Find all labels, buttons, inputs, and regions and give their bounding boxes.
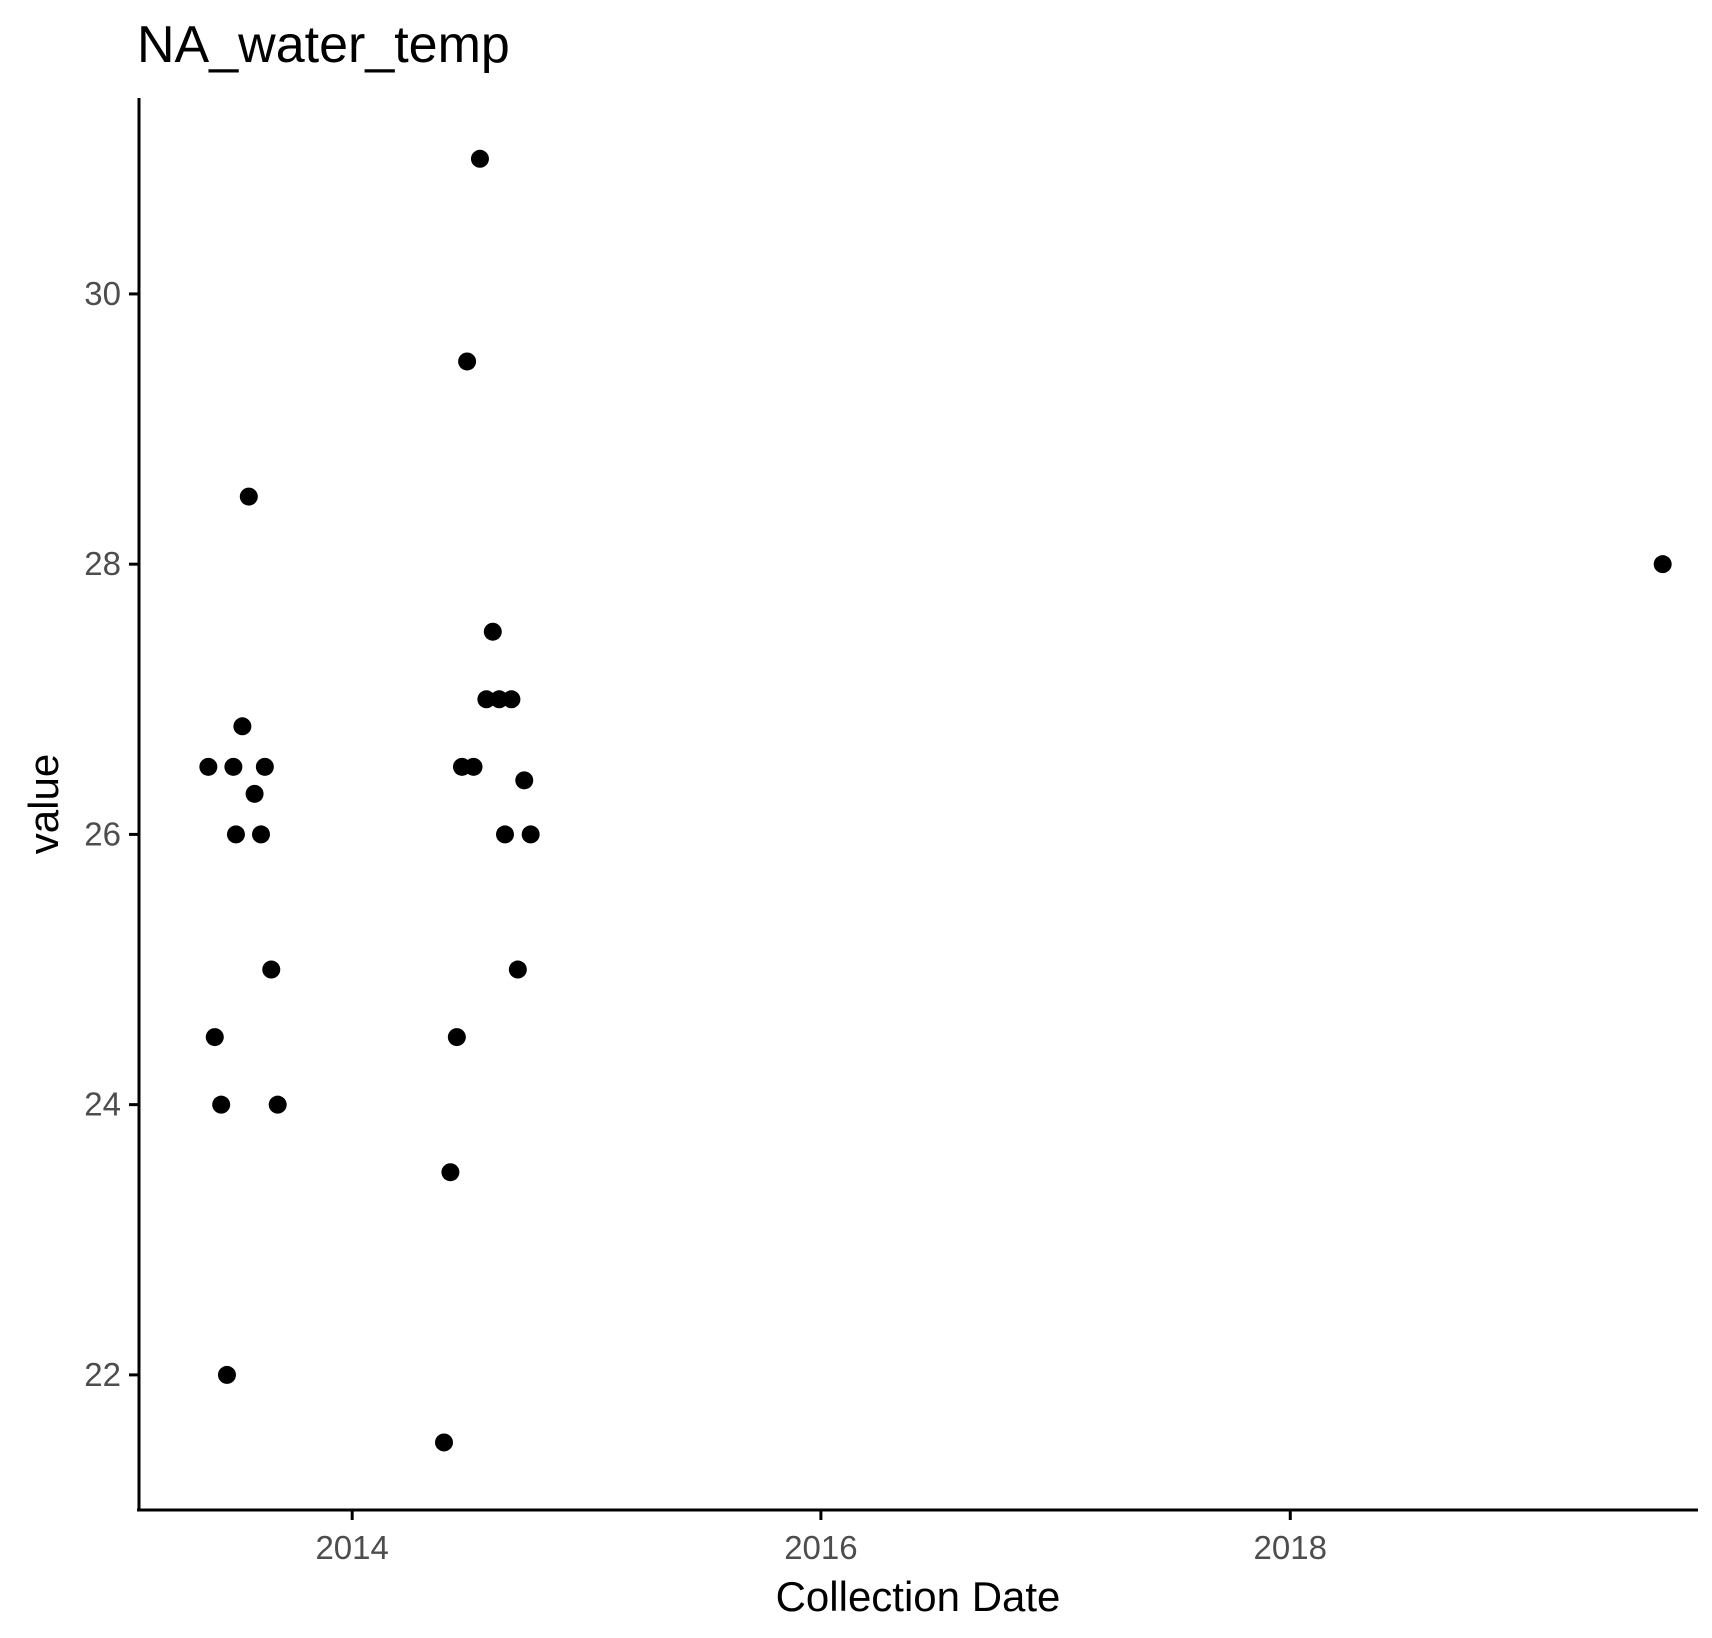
- x-tick-label: 2016: [784, 1529, 857, 1566]
- x-tick-label: 2018: [1254, 1529, 1327, 1566]
- data-point: [483, 622, 502, 641]
- data-point: [245, 784, 264, 803]
- data-point: [508, 960, 527, 979]
- y-axis-title: value: [20, 754, 67, 854]
- chart-title: NA_water_temp: [137, 16, 510, 74]
- data-point: [224, 757, 243, 776]
- data-point: [255, 757, 274, 776]
- y-tick-label: 30: [84, 275, 121, 312]
- data-point: [199, 757, 218, 776]
- data-point: [251, 825, 270, 844]
- data-point: [1653, 555, 1672, 574]
- data-point: [233, 717, 252, 736]
- y-tick-label: 28: [84, 545, 121, 582]
- data-point: [268, 1095, 287, 1114]
- data-point: [434, 1433, 453, 1452]
- data-point: [217, 1365, 236, 1384]
- data-point: [226, 825, 245, 844]
- data-point: [470, 149, 489, 168]
- data-point: [502, 690, 521, 709]
- x-axis-title: Collection Date: [776, 1573, 1061, 1620]
- data-point: [464, 757, 483, 776]
- data-point: [212, 1095, 231, 1114]
- y-axis-ticks: 22 24 26 28 30: [84, 275, 139, 1393]
- data-point: [239, 487, 258, 506]
- x-tick-label: 2014: [315, 1529, 388, 1566]
- data-point: [477, 690, 496, 709]
- data-point: [495, 825, 514, 844]
- y-tick-label: 26: [84, 815, 121, 852]
- x-axis-ticks: 2014 2016 2018: [315, 1510, 1327, 1566]
- y-tick-label: 24: [84, 1086, 121, 1123]
- data-point: [521, 825, 540, 844]
- data-point: [262, 960, 281, 979]
- data-point: [441, 1163, 460, 1182]
- data-point: [205, 1028, 224, 1047]
- data-point: [515, 771, 534, 790]
- data-points: [199, 149, 1672, 1452]
- data-point: [447, 1028, 466, 1047]
- data-point: [458, 352, 477, 371]
- y-tick-label: 22: [84, 1356, 121, 1393]
